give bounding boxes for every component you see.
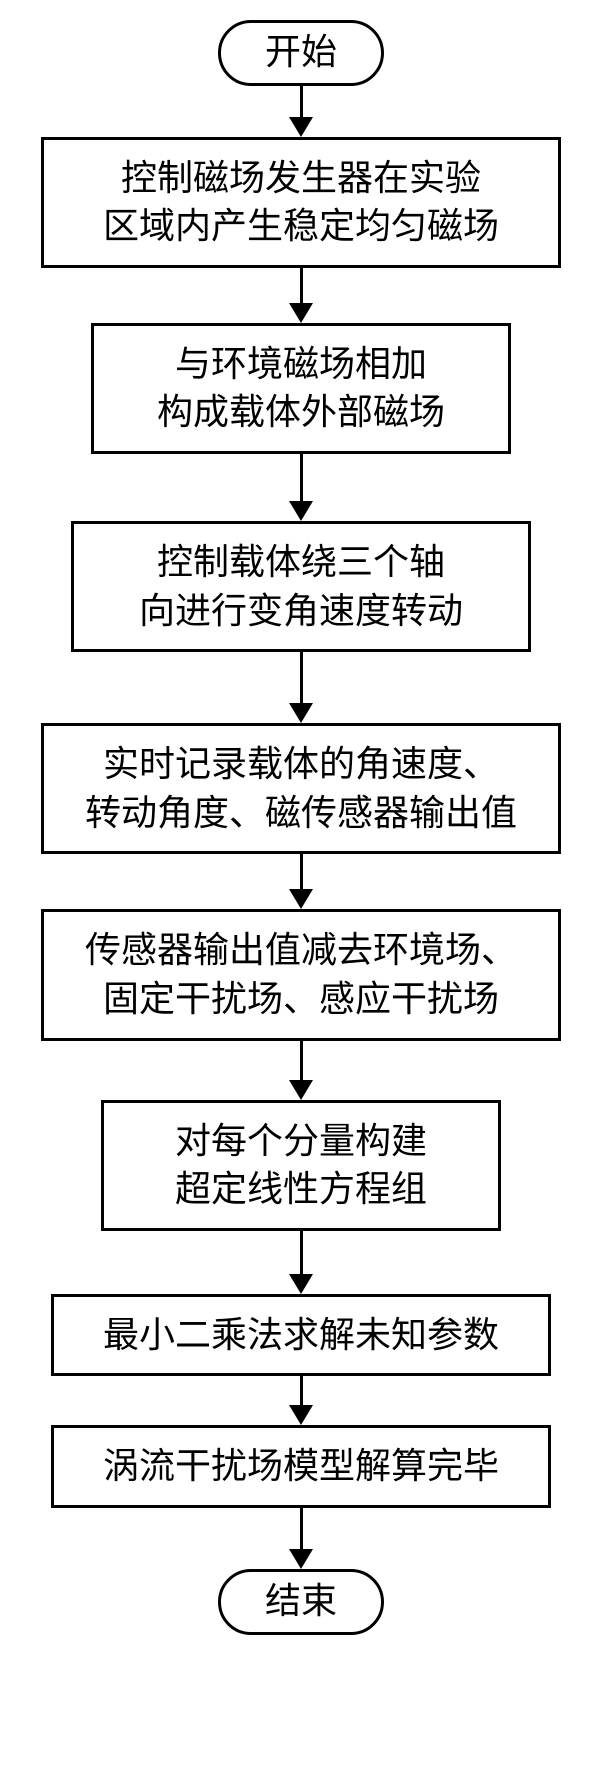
terminator-end: 结束	[218, 1569, 384, 1635]
arrow-shaft	[300, 1231, 303, 1275]
arrow-7	[289, 1376, 313, 1425]
arrow-head-icon	[289, 889, 313, 909]
arrow-5	[289, 1041, 313, 1100]
arrow-0	[289, 86, 313, 137]
process-step-4: 实时记录载体的角速度、 转动角度、磁传感器输出值	[41, 723, 561, 854]
process-step-1: 控制磁场发生器在实验 区域内产生稳定均匀磁场	[41, 137, 561, 268]
process-step-7: 最小二乘法求解未知参数	[51, 1294, 551, 1377]
arrow-shaft	[300, 652, 303, 704]
arrow-head-icon	[289, 501, 313, 521]
arrow-shaft	[300, 854, 303, 890]
arrow-head-icon	[289, 1274, 313, 1294]
arrow-head-icon	[289, 1549, 313, 1569]
arrow-shaft	[300, 1508, 303, 1550]
arrow-head-icon	[289, 703, 313, 723]
process-step-5: 传感器输出值减去环境场、 固定干扰场、感应干扰场	[41, 909, 561, 1040]
arrow-shaft	[300, 1041, 303, 1081]
arrow-head-icon	[289, 1405, 313, 1425]
process-step-2: 与环境磁场相加 构成载体外部磁场	[91, 323, 511, 454]
arrow-4	[289, 854, 313, 909]
arrow-head-icon	[289, 117, 313, 137]
terminator-start: 开始	[218, 20, 384, 86]
process-step-3: 控制载体绕三个轴 向进行变角速度转动	[71, 521, 531, 652]
arrow-shaft	[300, 268, 303, 304]
arrow-shaft	[300, 454, 303, 502]
arrow-head-icon	[289, 1080, 313, 1100]
arrow-head-icon	[289, 303, 313, 323]
arrow-2	[289, 454, 313, 521]
arrow-3	[289, 652, 313, 723]
arrow-shaft	[300, 1376, 303, 1406]
arrow-1	[289, 268, 313, 323]
process-step-6: 对每个分量构建 超定线性方程组	[101, 1100, 501, 1231]
process-step-8: 涡流干扰场模型解算完毕	[51, 1425, 551, 1508]
arrow-8	[289, 1508, 313, 1569]
arrow-shaft	[300, 86, 303, 118]
arrow-6	[289, 1231, 313, 1294]
flowchart-container: 开始 控制磁场发生器在实验 区域内产生稳定均匀磁场 与环境磁场相加 构成载体外部…	[0, 0, 602, 1665]
